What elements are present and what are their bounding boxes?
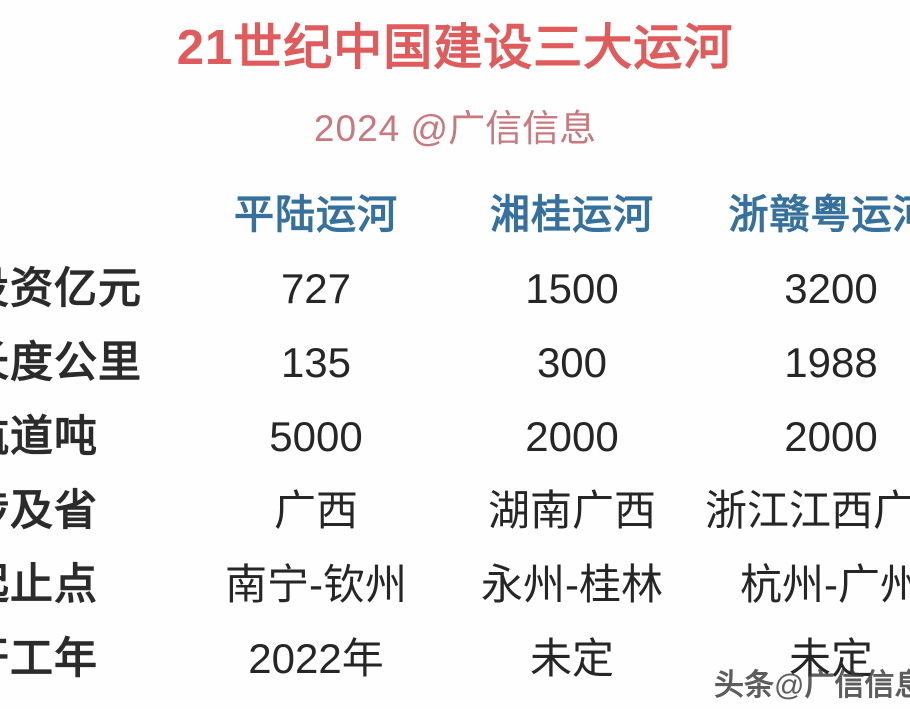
subtitle-year: 2024 xyxy=(313,108,401,149)
subtitle-credit: @广信信息 xyxy=(410,108,597,149)
row-label-investment: 投资亿元 xyxy=(0,265,142,313)
cell-start-year-zhegangyue: 未定 xyxy=(788,635,873,682)
cell-length-xianggui: 300 xyxy=(536,339,608,386)
cell-investment-xianggui: 1500 xyxy=(525,265,619,312)
table-row: 航道吨 5000 2000 2000 xyxy=(0,402,910,476)
cell-tonnage-zhegangyue: 2000 xyxy=(784,413,878,460)
page-subtitle: 2024 @广信信息 xyxy=(0,108,910,151)
cell-tonnage-xianggui: 2000 xyxy=(525,413,619,460)
cell-length-zhegangyue: 1988 xyxy=(784,339,878,386)
cell-endpoints-zhegangyue: 杭州-广州 xyxy=(740,561,910,608)
cell-length-pinglu: 135 xyxy=(280,339,352,386)
cell-investment-pinglu: 727 xyxy=(280,265,352,312)
row-label-waterway-tonnage: 航道吨 xyxy=(0,413,98,461)
table-header-row: 平陆运河 湘桂运河 浙赣粤运河 xyxy=(0,182,910,254)
row-label-start-year: 开工年 xyxy=(0,635,98,683)
table-row: 起止点 南宁-钦州 永州-桂林 杭州-广州 xyxy=(0,550,910,624)
table-row: 长度公里 135 300 1988 xyxy=(0,328,910,402)
column-header-xianggui: 湘桂运河 xyxy=(490,193,654,237)
row-label-endpoints: 起止点 xyxy=(0,561,98,609)
table-row: 投资亿元 727 1500 3200 xyxy=(0,254,910,328)
cell-tonnage-pinglu: 5000 xyxy=(269,413,363,460)
cell-start-year-xianggui: 未定 xyxy=(529,635,614,682)
row-label-provinces: 涉及省 xyxy=(0,487,98,535)
table-row: 涉及省 广西 湖南广西 浙江江西广东 xyxy=(0,476,910,550)
cell-investment-zhegangyue: 3200 xyxy=(784,265,878,312)
cell-provinces-zhegangyue: 浙江江西广东 xyxy=(704,487,910,534)
cell-start-year-pinglu: 2022年 xyxy=(248,635,384,682)
cell-endpoints-xianggui: 永州-桂林 xyxy=(481,561,663,608)
column-header-pinglu: 平陆运河 xyxy=(234,193,398,237)
page-title: 21世纪中国建设三大运河 xyxy=(176,21,734,75)
table-row: 开工年 2022年 未定 未定 xyxy=(0,624,910,698)
cell-provinces-pinglu: 广西 xyxy=(273,487,358,534)
column-header-zhegangyue: 浙赣粤运河 xyxy=(728,193,910,237)
cell-provinces-xianggui: 湖南广西 xyxy=(487,487,656,534)
cell-endpoints-pinglu: 南宁-钦州 xyxy=(225,561,407,608)
comparison-table: 平陆运河 湘桂运河 浙赣粤运河 投资亿元 727 1500 3200 长度公里 … xyxy=(0,182,910,698)
row-label-length: 长度公里 xyxy=(0,339,142,387)
